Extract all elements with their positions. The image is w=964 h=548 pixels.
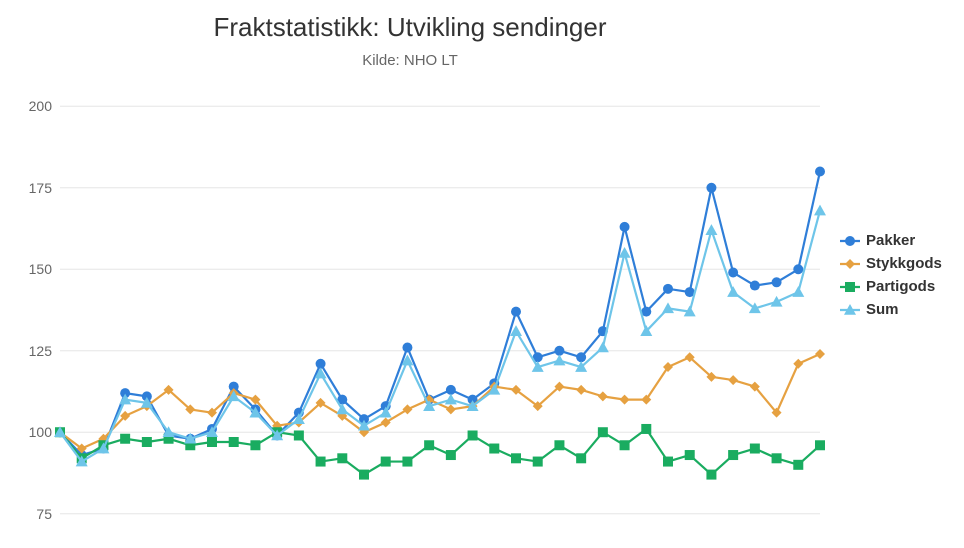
- y-tick-label: 125: [20, 343, 52, 359]
- data-point[interactable]: [620, 395, 630, 405]
- legend-label-stykkgods: Stykkgods: [866, 255, 942, 272]
- data-point[interactable]: [316, 359, 326, 369]
- data-point[interactable]: [793, 460, 803, 470]
- data-point[interactable]: [750, 281, 760, 291]
- data-point[interactable]: [727, 286, 739, 297]
- data-point[interactable]: [142, 437, 152, 447]
- data-point[interactable]: [728, 268, 738, 278]
- legend-label-sum: Sum: [866, 301, 899, 318]
- legend-item-stykkgods[interactable]: Stykkgods: [840, 255, 942, 272]
- data-point[interactable]: [793, 359, 803, 369]
- data-point[interactable]: [359, 470, 369, 480]
- chart-plot-area: [60, 90, 820, 530]
- data-point[interactable]: [229, 437, 239, 447]
- y-tick-label: 150: [20, 261, 52, 277]
- data-point[interactable]: [316, 457, 326, 467]
- data-point[interactable]: [815, 166, 825, 176]
- data-point[interactable]: [402, 342, 412, 352]
- chart-container: Fraktstatistikk: Utvikling sendinger Kil…: [0, 0, 964, 548]
- data-point[interactable]: [845, 282, 855, 292]
- data-point[interactable]: [771, 296, 783, 307]
- legend-swatch-sum: [840, 303, 860, 317]
- data-point[interactable]: [511, 307, 521, 317]
- data-point[interactable]: [445, 394, 457, 405]
- data-point[interactable]: [120, 434, 130, 444]
- data-point[interactable]: [337, 453, 347, 463]
- data-point[interactable]: [663, 284, 673, 294]
- series-line-pakker[interactable]: [60, 171, 820, 455]
- y-tick-label: 100: [20, 424, 52, 440]
- data-point[interactable]: [662, 302, 674, 313]
- data-point[interactable]: [620, 440, 630, 450]
- data-point[interactable]: [402, 457, 412, 467]
- data-point[interactable]: [793, 264, 803, 274]
- chart-legend: Pakker Stykkgods Partigods Sum: [840, 232, 942, 324]
- data-point[interactable]: [597, 341, 609, 352]
- data-point[interactable]: [598, 427, 608, 437]
- data-point[interactable]: [772, 453, 782, 463]
- data-point[interactable]: [553, 355, 565, 366]
- data-point[interactable]: [576, 352, 586, 362]
- y-tick-label: 200: [20, 98, 52, 114]
- legend-item-partigods[interactable]: Partigods: [840, 278, 942, 295]
- data-point[interactable]: [728, 375, 738, 385]
- legend-item-sum[interactable]: Sum: [840, 301, 942, 318]
- data-point[interactable]: [294, 430, 304, 440]
- legend-item-pakker[interactable]: Pakker: [840, 232, 942, 249]
- data-point[interactable]: [381, 417, 391, 427]
- data-point[interactable]: [620, 222, 630, 232]
- series-line-sum[interactable]: [60, 211, 820, 462]
- data-point[interactable]: [424, 440, 434, 450]
- data-point[interactable]: [792, 286, 804, 297]
- data-point[interactable]: [402, 404, 412, 414]
- data-point[interactable]: [705, 224, 717, 235]
- legend-swatch-pakker: [840, 234, 860, 248]
- data-point[interactable]: [845, 259, 855, 269]
- data-point[interactable]: [663, 457, 673, 467]
- series-sum: [54, 205, 826, 467]
- data-point[interactable]: [598, 391, 608, 401]
- data-point[interactable]: [706, 183, 716, 193]
- data-point[interactable]: [554, 346, 564, 356]
- data-point[interactable]: [845, 236, 855, 246]
- data-point[interactable]: [511, 453, 521, 463]
- data-point[interactable]: [489, 444, 499, 454]
- series-pakker: [55, 166, 825, 460]
- data-point[interactable]: [728, 450, 738, 460]
- data-point[interactable]: [468, 430, 478, 440]
- data-point[interactable]: [533, 457, 543, 467]
- data-point[interactable]: [207, 437, 217, 447]
- chart-subtitle: Kilde: NHO LT: [0, 52, 820, 69]
- y-tick-label: 175: [20, 180, 52, 196]
- legend-label-partigods: Partigods: [866, 278, 935, 295]
- data-point[interactable]: [576, 453, 586, 463]
- data-point[interactable]: [706, 470, 716, 480]
- data-point[interactable]: [641, 424, 651, 434]
- data-point[interactable]: [250, 440, 260, 450]
- chart-title: Fraktstatistikk: Utvikling sendinger: [0, 12, 820, 43]
- data-point[interactable]: [336, 403, 348, 414]
- legend-swatch-partigods: [840, 280, 860, 294]
- data-point[interactable]: [750, 444, 760, 454]
- data-point[interactable]: [772, 277, 782, 287]
- data-point[interactable]: [576, 385, 586, 395]
- y-tick-label: 75: [20, 506, 52, 522]
- legend-label-pakker: Pakker: [866, 232, 915, 249]
- data-point[interactable]: [446, 385, 456, 395]
- legend-swatch-stykkgods: [840, 257, 860, 271]
- data-point[interactable]: [446, 404, 456, 414]
- data-point[interactable]: [446, 450, 456, 460]
- data-point[interactable]: [685, 450, 695, 460]
- data-point[interactable]: [381, 457, 391, 467]
- data-point[interactable]: [554, 440, 564, 450]
- data-point[interactable]: [815, 440, 825, 450]
- data-point[interactable]: [814, 205, 826, 216]
